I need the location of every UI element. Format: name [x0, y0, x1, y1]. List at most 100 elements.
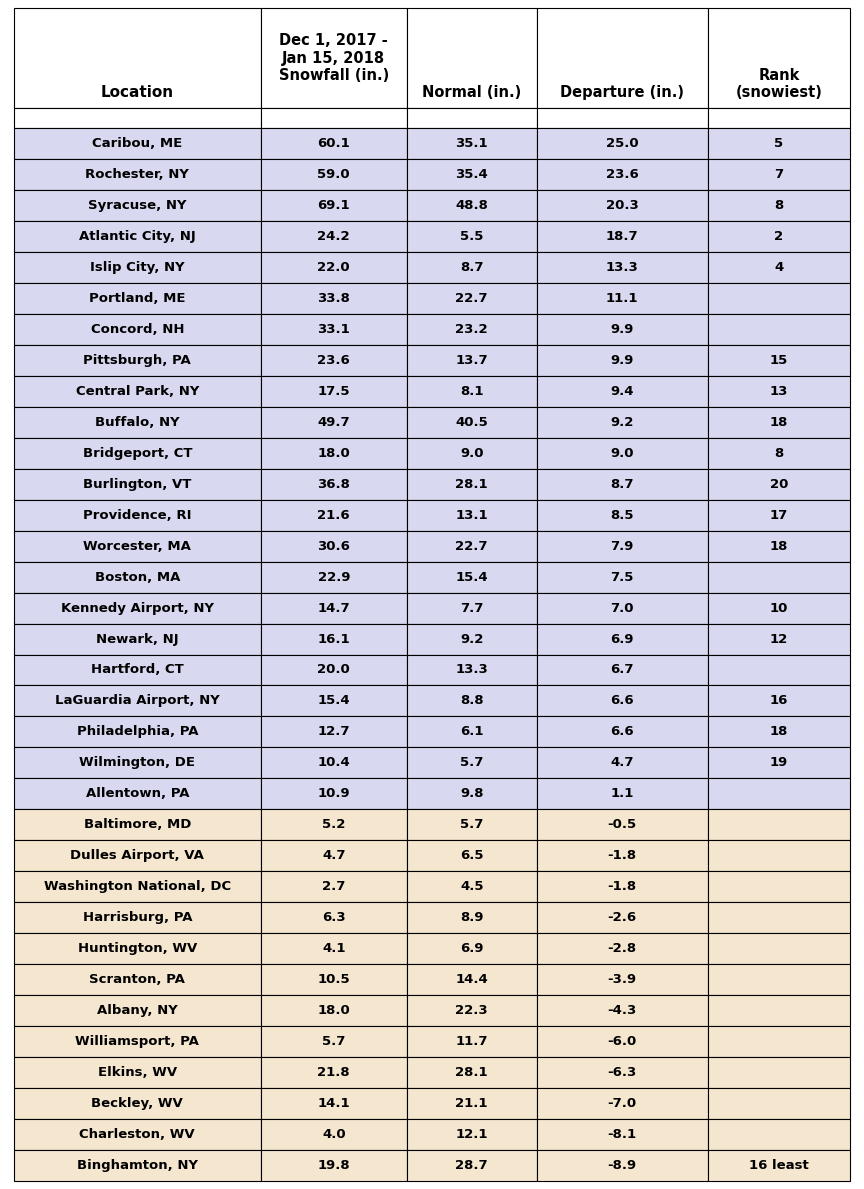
Bar: [14, 1150, 261, 1181]
Text: 25.0: 25.0: [606, 137, 638, 150]
Bar: [537, 128, 708, 159]
Text: 14.1: 14.1: [317, 1097, 350, 1111]
Text: 12: 12: [770, 633, 788, 646]
Bar: [708, 686, 850, 717]
Bar: [537, 108, 708, 128]
Text: 6.1: 6.1: [460, 725, 484, 738]
Text: 4: 4: [774, 260, 784, 273]
Text: 49.7: 49.7: [317, 416, 350, 429]
Bar: [708, 810, 850, 841]
Text: 7.7: 7.7: [460, 602, 483, 615]
Bar: [14, 717, 261, 748]
Text: 9.4: 9.4: [611, 385, 634, 398]
Text: 9.2: 9.2: [460, 633, 483, 646]
Bar: [261, 686, 407, 717]
Bar: [14, 1057, 261, 1088]
Bar: [537, 438, 708, 468]
Bar: [708, 499, 850, 530]
Text: Providence, RI: Providence, RI: [83, 509, 192, 522]
Text: Albany, NY: Albany, NY: [97, 1005, 178, 1017]
Bar: [708, 190, 850, 221]
Bar: [708, 108, 850, 128]
Text: 14.4: 14.4: [455, 973, 488, 986]
Bar: [261, 933, 407, 964]
Text: Caribou, ME: Caribou, ME: [92, 137, 182, 150]
Text: -8.9: -8.9: [607, 1159, 637, 1172]
Bar: [708, 438, 850, 468]
Bar: [14, 283, 261, 314]
Bar: [261, 748, 407, 779]
Text: 60.1: 60.1: [317, 137, 350, 150]
Text: 6.9: 6.9: [611, 633, 634, 646]
Text: 11.1: 11.1: [606, 291, 638, 304]
Text: Beckley, WV: Beckley, WV: [92, 1097, 183, 1111]
Bar: [537, 283, 708, 314]
Text: Scranton, PA: Scranton, PA: [89, 973, 185, 986]
Text: LaGuardia Airport, NY: LaGuardia Airport, NY: [55, 694, 219, 707]
Bar: [407, 438, 537, 468]
Bar: [261, 407, 407, 438]
Bar: [407, 748, 537, 779]
Text: 9.8: 9.8: [460, 787, 484, 800]
Text: 20: 20: [770, 478, 788, 491]
Bar: [14, 623, 261, 654]
Bar: [14, 530, 261, 561]
Bar: [261, 159, 407, 190]
Text: Central Park, NY: Central Park, NY: [76, 385, 199, 398]
Text: Pittsburgh, PA: Pittsburgh, PA: [84, 354, 191, 366]
Text: Allentown, PA: Allentown, PA: [86, 787, 189, 800]
Bar: [537, 748, 708, 779]
Text: 2: 2: [774, 229, 784, 243]
Bar: [537, 499, 708, 530]
Bar: [407, 8, 537, 108]
Bar: [407, 779, 537, 810]
Bar: [261, 592, 407, 623]
Text: 16: 16: [770, 694, 788, 707]
Bar: [407, 841, 537, 872]
Bar: [407, 623, 537, 654]
Text: -3.9: -3.9: [607, 973, 637, 986]
Text: 4.0: 4.0: [322, 1128, 346, 1141]
Bar: [261, 468, 407, 499]
Bar: [261, 995, 407, 1026]
Bar: [537, 717, 708, 748]
Bar: [14, 499, 261, 530]
Text: 10.4: 10.4: [317, 756, 350, 769]
Text: 13.3: 13.3: [455, 663, 488, 677]
Bar: [261, 8, 407, 108]
Text: 8.7: 8.7: [611, 478, 634, 491]
Text: Elkins, WV: Elkins, WV: [98, 1067, 177, 1080]
Bar: [537, 654, 708, 686]
Bar: [537, 561, 708, 592]
Text: 6.7: 6.7: [611, 663, 634, 677]
Text: 5.7: 5.7: [460, 818, 483, 831]
Bar: [14, 128, 261, 159]
Text: 8.7: 8.7: [460, 260, 484, 273]
Text: 22.0: 22.0: [317, 260, 350, 273]
Text: 8: 8: [774, 199, 784, 212]
Text: 22.3: 22.3: [455, 1005, 488, 1017]
Bar: [407, 1026, 537, 1057]
Text: 12.7: 12.7: [317, 725, 350, 738]
Bar: [14, 748, 261, 779]
Text: Washington National, DC: Washington National, DC: [44, 880, 231, 893]
Bar: [14, 438, 261, 468]
Text: 9.2: 9.2: [611, 416, 634, 429]
Text: 13.7: 13.7: [455, 354, 488, 366]
Text: Concord, NH: Concord, NH: [91, 322, 184, 335]
Bar: [708, 407, 850, 438]
Text: Dec 1, 2017 -
Jan 15, 2018
Snowfall (in.): Dec 1, 2017 - Jan 15, 2018 Snowfall (in.…: [279, 33, 389, 83]
Bar: [537, 1057, 708, 1088]
Text: 28.1: 28.1: [455, 1067, 488, 1080]
Bar: [708, 530, 850, 561]
Bar: [14, 810, 261, 841]
Bar: [537, 779, 708, 810]
Bar: [407, 1088, 537, 1119]
Text: Wilmington, DE: Wilmington, DE: [79, 756, 195, 769]
Bar: [14, 8, 261, 108]
Bar: [14, 468, 261, 499]
Text: Normal (in.): Normal (in.): [422, 84, 521, 100]
Bar: [708, 872, 850, 902]
Bar: [261, 1026, 407, 1057]
Text: Harrisburg, PA: Harrisburg, PA: [83, 911, 192, 924]
